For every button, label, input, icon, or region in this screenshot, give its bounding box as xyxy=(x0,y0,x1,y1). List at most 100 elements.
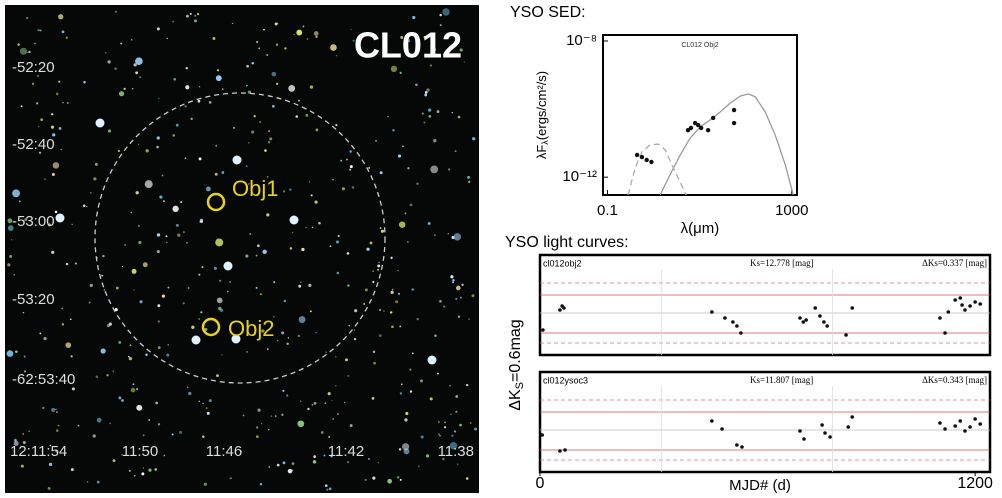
star xyxy=(399,221,405,227)
star xyxy=(52,173,55,176)
light-curve-point xyxy=(963,429,967,433)
star xyxy=(209,399,212,402)
star xyxy=(114,68,116,70)
star xyxy=(246,85,248,87)
star xyxy=(286,394,288,396)
star xyxy=(198,100,201,103)
star xyxy=(229,281,231,283)
star xyxy=(400,392,402,394)
star xyxy=(268,466,270,468)
obj-label: Obj1 xyxy=(232,176,278,201)
star xyxy=(372,281,374,283)
star xyxy=(458,116,461,119)
sed-point xyxy=(649,160,653,164)
star xyxy=(62,30,65,33)
star xyxy=(200,311,202,313)
star xyxy=(372,270,374,272)
star xyxy=(275,23,278,26)
panel-mean: Ks=12.778 [mag] xyxy=(750,258,814,268)
obj-label: Obj2 xyxy=(228,316,274,341)
light-curve-point xyxy=(798,316,802,320)
star xyxy=(444,421,446,423)
bright-star xyxy=(290,216,299,225)
star xyxy=(474,428,477,431)
light-curve-point xyxy=(978,302,982,306)
star xyxy=(308,284,311,287)
star xyxy=(438,421,440,423)
star xyxy=(397,476,400,479)
star xyxy=(146,149,149,152)
star xyxy=(268,130,270,132)
star xyxy=(56,429,59,432)
star xyxy=(186,242,188,244)
star xyxy=(448,233,449,234)
star xyxy=(26,52,27,53)
light-curve-point xyxy=(541,328,545,332)
light-curve-point xyxy=(735,324,739,328)
star xyxy=(9,255,12,258)
light-curve-point xyxy=(953,424,957,428)
star xyxy=(296,30,302,36)
light-curve-point xyxy=(822,320,826,324)
star xyxy=(421,436,424,439)
star xyxy=(307,408,309,410)
star xyxy=(11,239,12,240)
star xyxy=(292,232,293,233)
star xyxy=(120,43,122,45)
star xyxy=(215,238,223,246)
sed-point xyxy=(699,126,703,130)
star xyxy=(276,44,278,46)
star xyxy=(23,312,25,314)
star xyxy=(113,459,116,462)
star xyxy=(217,298,223,304)
star xyxy=(365,288,368,291)
star xyxy=(470,422,472,424)
star xyxy=(221,171,224,174)
plot-frame xyxy=(603,35,797,195)
star xyxy=(199,157,202,160)
star xyxy=(206,187,211,192)
star xyxy=(472,294,475,297)
star xyxy=(172,134,175,137)
star xyxy=(392,289,394,291)
star xyxy=(438,433,440,435)
star xyxy=(58,81,60,83)
x-tick-label: 0.1 xyxy=(597,202,618,219)
light-curve-point xyxy=(960,303,964,307)
star xyxy=(383,310,384,311)
star xyxy=(132,88,134,90)
star xyxy=(158,320,160,322)
star xyxy=(202,436,204,438)
star xyxy=(7,350,14,357)
star xyxy=(168,344,169,345)
light-curve-point xyxy=(563,448,567,452)
star xyxy=(249,233,251,235)
light-curve-point xyxy=(540,433,544,437)
star xyxy=(49,463,52,466)
star xyxy=(66,37,68,39)
star xyxy=(324,402,326,404)
star xyxy=(309,181,310,182)
star xyxy=(350,29,351,30)
star xyxy=(101,275,103,277)
star xyxy=(131,39,132,40)
star xyxy=(310,85,313,88)
star xyxy=(124,244,126,246)
star xyxy=(325,484,328,487)
star xyxy=(90,192,91,193)
star xyxy=(202,266,204,268)
sed-point xyxy=(732,108,736,112)
star xyxy=(243,415,245,417)
star xyxy=(95,163,98,166)
star xyxy=(202,403,203,404)
y-axis-label-part: λF xyxy=(534,145,549,160)
star xyxy=(426,454,429,457)
light-curve-point xyxy=(710,310,714,314)
star xyxy=(180,201,182,203)
star xyxy=(345,358,348,361)
star xyxy=(298,335,300,337)
light-curve-point xyxy=(958,296,962,300)
star xyxy=(458,316,460,318)
star xyxy=(56,93,59,96)
star xyxy=(451,435,453,437)
